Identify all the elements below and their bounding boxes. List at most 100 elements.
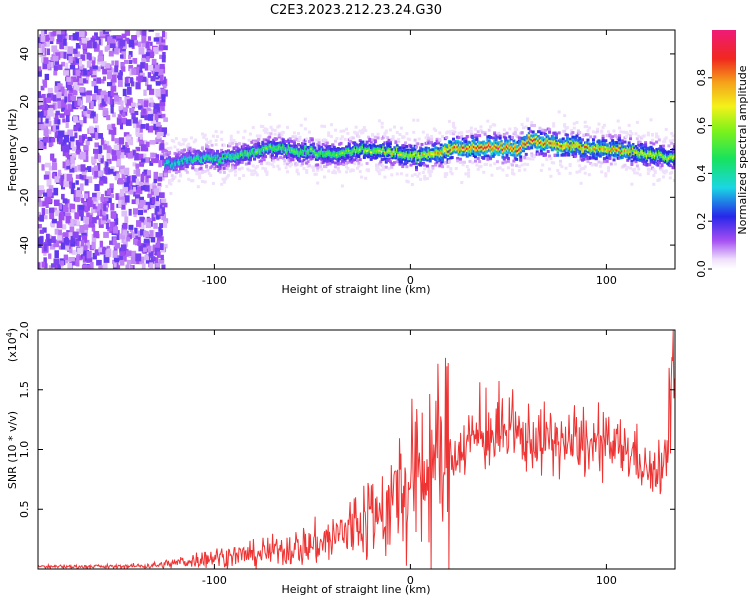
heatmap-cell [148,251,154,257]
heatmap-cell [130,77,134,84]
heatmap-cell [441,134,445,138]
heatmap-cell [42,215,48,220]
heatmap-cell [113,226,119,234]
heatmap-cell [112,127,117,135]
heatmap-cell [140,222,144,230]
heatmap-cell [125,103,129,109]
heatmap-cell [531,137,535,140]
heatmap-cell [461,163,465,167]
heatmap-cell [518,150,521,153]
heatmap-cell [85,242,90,249]
heatmap-cell [376,169,380,173]
heatmap-cell [158,160,162,168]
heatmap-cell [265,172,269,176]
heatmap-cell [271,150,274,154]
heatmap-cell [353,162,357,166]
heatmap-cell [182,164,185,167]
heatmap-cell [96,77,102,84]
heatmap-cell [542,147,546,151]
heatmap-cell [100,91,107,100]
heatmap-cell [195,152,199,155]
heatmap-cell [357,153,361,157]
heatmap-cell [242,145,246,149]
heatmap-cell [497,153,501,157]
heatmap-cell [144,63,149,71]
heatmap-cell [361,128,365,132]
heatmap-cell [232,157,236,160]
heatmap-cell [232,138,236,142]
heatmap-cell [251,172,255,176]
heatmap-cell [273,143,277,146]
heatmap-cell [483,152,487,156]
heatmap-cell [519,155,523,159]
heatmap-cell [208,152,211,155]
heatmap-cell [349,158,353,162]
heatmap-cell [461,146,465,149]
heatmap-cell [576,159,580,163]
heatmap-cell [568,164,572,168]
heatmap-cell [104,94,108,102]
heatmap-cell [110,106,114,114]
heatmap-cell [286,125,290,129]
heatmap-cell [109,183,114,190]
heatmap-cell [379,151,383,155]
heatmap-cell [309,155,313,159]
heatmap-cell [161,45,168,51]
heatmap-cell [416,158,420,162]
heatmap-cell [69,226,75,234]
heatmap-cell [433,151,436,154]
heatmap-cell [439,147,443,150]
heatmap-cell [342,147,345,150]
heatmap-cell [349,147,352,150]
heatmap-cell [275,137,279,141]
heatmap-cell [473,159,477,163]
heatmap-cell [242,156,245,159]
heatmap-cell [362,126,366,130]
heatmap-cell [107,188,112,195]
heatmap-cell [578,149,581,153]
heatmap-cell [221,153,225,156]
heatmap-cell [97,162,101,171]
heatmap-cell [526,118,530,122]
heatmap-cell [604,150,608,153]
heatmap-cell [140,124,146,129]
heatmap-cell [51,173,56,179]
heatmap-cell [85,73,90,81]
heatmap-cell [345,165,349,169]
heatmap-cell [487,128,491,132]
heatmap-cell [141,57,146,65]
heatmap-cell [217,160,221,164]
heatmap-cell [57,130,64,138]
heatmap-cell [382,145,385,148]
heatmap-cell [437,147,440,150]
heatmap-cell [56,91,62,99]
heatmap-cell [486,149,490,153]
heatmap-cell [257,155,261,159]
heatmap-cell [565,136,569,140]
heatmap-cell [503,142,506,146]
heatmap-cell [538,126,542,130]
heatmap-cell [611,139,615,143]
heatmap-cell [578,145,581,149]
heatmap-cell [518,152,521,156]
heatmap-cell [332,145,336,149]
heatmap-cell [465,135,469,139]
heatmap-cell [524,125,528,129]
heatmap-cell [485,146,488,149]
heatmap-cell [316,168,320,172]
heatmap-cell [439,143,443,147]
heatmap-cell [441,165,445,169]
heatmap-cell [203,155,207,158]
heatmap-cell [498,148,502,151]
heatmap-cell [65,120,69,129]
heatmap-cell [298,159,302,163]
heatmap-cell [534,140,538,143]
heatmap-cell [605,146,609,149]
heatmap-cell [234,151,237,155]
heatmap-cell [235,142,239,146]
heatmap-cell [414,145,418,149]
heatmap-cell [460,181,464,185]
heatmap-cell [276,148,280,152]
heatmap-cell [288,137,292,141]
heatmap-cell [95,95,100,100]
